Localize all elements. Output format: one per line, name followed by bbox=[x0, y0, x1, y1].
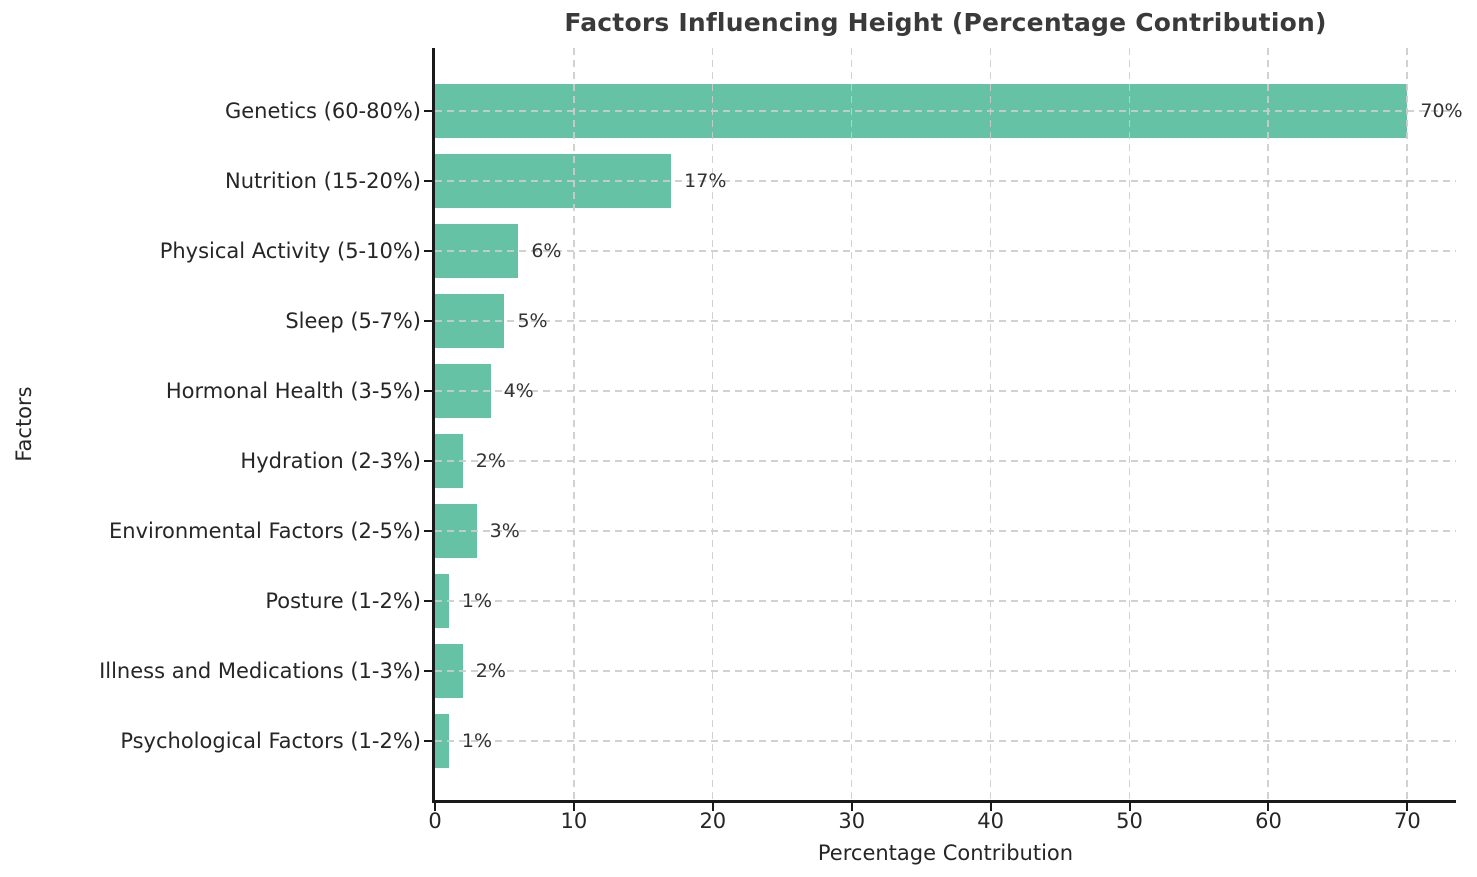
y-tick-label: Physical Activity (5-10%) bbox=[159, 239, 421, 263]
y-gridline bbox=[435, 460, 1456, 462]
bar-value-label: 1% bbox=[461, 590, 493, 612]
y-gridline bbox=[435, 530, 1456, 532]
y-tick-label: Genetics (60-80%) bbox=[224, 99, 421, 123]
x-tick-label: 70 bbox=[1394, 809, 1421, 833]
y-gridline bbox=[435, 180, 1456, 182]
y-tick-label: Hormonal Health (3-5%) bbox=[165, 379, 421, 403]
x-tick-label: 10 bbox=[560, 809, 588, 833]
y-tick-mark bbox=[424, 110, 432, 112]
bar-value-label: 5% bbox=[517, 310, 548, 332]
y-tick-label: Nutrition (15-20%) bbox=[225, 169, 421, 193]
y-gridline bbox=[435, 600, 1456, 602]
x-gridline bbox=[572, 48, 575, 800]
x-tick-mark bbox=[711, 803, 714, 811]
chart-title: Factors Influencing Height (Percentage C… bbox=[564, 8, 1327, 37]
x-tick-label: 40 bbox=[977, 809, 1005, 833]
x-gridline bbox=[1267, 48, 1270, 800]
y-tick-mark bbox=[424, 180, 432, 182]
x-tick-mark bbox=[1128, 803, 1131, 811]
x-tick-label: 0 bbox=[428, 809, 442, 833]
bar-value-label: 2% bbox=[475, 660, 506, 682]
bar-value-label: 70% bbox=[1420, 100, 1463, 122]
y-tick-label: Posture (1-2%) bbox=[265, 589, 421, 613]
x-tick-mark bbox=[1406, 803, 1409, 811]
x-gridline bbox=[711, 48, 714, 800]
bar-value-label: 1% bbox=[461, 730, 493, 752]
x-gridline bbox=[1128, 48, 1131, 800]
y-gridline bbox=[435, 250, 1456, 252]
x-tick-mark bbox=[572, 803, 575, 811]
y-tick-label: Environmental Factors (2-5%) bbox=[108, 519, 421, 543]
bar-value-label: 6% bbox=[531, 240, 562, 262]
y-gridline bbox=[435, 110, 1456, 112]
y-tick-mark bbox=[424, 670, 432, 672]
x-tick-label: 50 bbox=[1116, 809, 1143, 833]
x-gridline bbox=[989, 48, 992, 800]
y-tick-label: Psychological Factors (1-2%) bbox=[120, 729, 421, 753]
y-gridline bbox=[435, 320, 1456, 322]
y-tick-mark bbox=[424, 320, 432, 322]
y-gridline bbox=[435, 740, 1456, 742]
plot-area: 70% 17% 6% 5% 4% 2% 3% 1% 2% 1% bbox=[424, 48, 1463, 811]
x-tick-mark bbox=[989, 803, 992, 811]
y-tick-mark bbox=[424, 530, 432, 532]
x-gridline bbox=[850, 48, 853, 800]
x-tick-labels: 0 10 20 30 40 50 60 70 bbox=[428, 809, 1456, 837]
x-tick-label: 30 bbox=[838, 809, 866, 833]
y-tick-mark bbox=[424, 600, 432, 602]
y-tick-mark bbox=[424, 460, 432, 462]
x-tick-mark bbox=[1267, 803, 1270, 811]
y-tick-labels: Genetics (60-80%) Nutrition (15-20%) Physi… bbox=[0, 48, 421, 800]
x-tick-mark bbox=[850, 803, 853, 811]
bar-value-label: 4% bbox=[503, 380, 534, 402]
x-tick-mark bbox=[434, 803, 436, 811]
bar-value-label: 2% bbox=[475, 450, 506, 472]
y-tick-label: Illness and Medications (1-3%) bbox=[99, 659, 421, 683]
y-tick-mark bbox=[424, 740, 432, 742]
y-gridline bbox=[435, 670, 1456, 672]
y-gridline bbox=[435, 390, 1456, 392]
y-tick-label: Hydration (2-3%) bbox=[240, 449, 421, 473]
bar-value-label: 17% bbox=[684, 170, 727, 192]
x-tick-label: 60 bbox=[1255, 809, 1282, 833]
y-tick-label: Sleep (5-7%) bbox=[285, 309, 421, 333]
y-tick-mark bbox=[424, 390, 432, 392]
x-axis-label: Percentage Contribution bbox=[817, 841, 1074, 865]
y-tick-mark bbox=[424, 250, 432, 252]
x-tick-label: 20 bbox=[699, 809, 727, 833]
x-gridline bbox=[1406, 48, 1408, 800]
bar-value-label: 3% bbox=[489, 520, 520, 542]
